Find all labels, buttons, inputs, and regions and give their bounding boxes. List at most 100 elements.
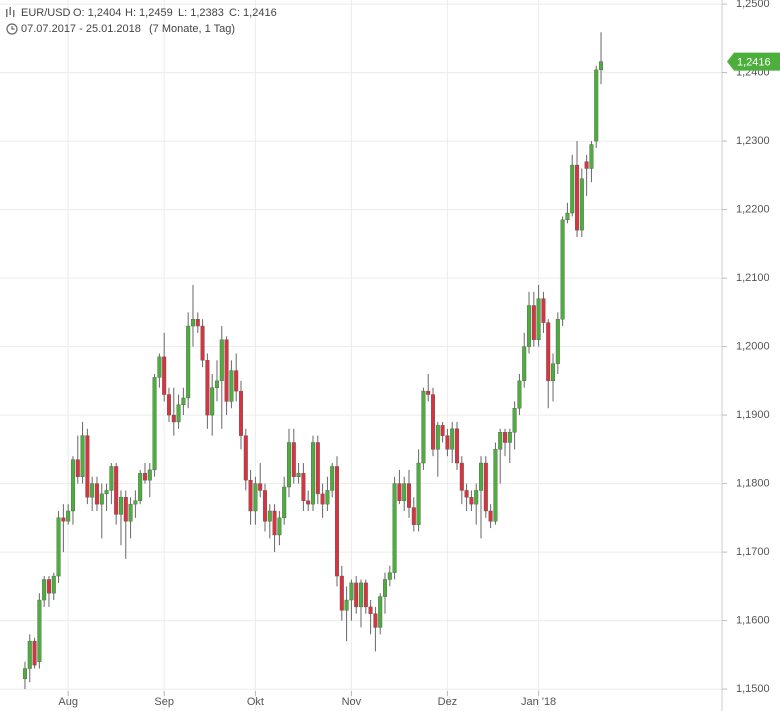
x-tick-label: Okt bbox=[247, 696, 264, 708]
candle-body bbox=[99, 493, 104, 505]
candle-body bbox=[575, 164, 580, 231]
candle-body bbox=[435, 425, 440, 450]
candle-body bbox=[51, 575, 56, 594]
candle-body bbox=[507, 432, 512, 443]
clock-hand bbox=[11, 26, 15, 30]
candle-body bbox=[162, 356, 167, 395]
candle-body bbox=[359, 582, 364, 608]
candle-body bbox=[570, 164, 575, 214]
candle-body bbox=[46, 579, 51, 594]
x-tick-label: Nov bbox=[342, 696, 362, 708]
candle-body bbox=[70, 459, 75, 512]
candle-body bbox=[479, 462, 484, 491]
ohlc-close: C: 1,2416 bbox=[229, 7, 277, 19]
candle-body bbox=[176, 404, 181, 423]
duration: (7 Monate, 1 Tag) bbox=[149, 23, 235, 35]
candle-body bbox=[330, 466, 335, 491]
candle-body bbox=[147, 469, 152, 481]
candle-body bbox=[315, 442, 320, 495]
candle-body bbox=[195, 318, 200, 327]
candle-body bbox=[27, 640, 32, 669]
candle-body bbox=[541, 298, 546, 323]
candle-body bbox=[262, 490, 267, 522]
y-tick-label: 1,1700 bbox=[736, 546, 770, 558]
candle-body bbox=[503, 432, 508, 443]
y-tick-label: 1,2300 bbox=[736, 135, 770, 147]
candle-body bbox=[560, 219, 565, 320]
candle-body bbox=[61, 517, 66, 522]
candle-body bbox=[66, 510, 71, 522]
candle-body bbox=[354, 582, 359, 608]
candle-body bbox=[536, 298, 541, 340]
candle-body bbox=[190, 318, 195, 327]
symbol: EUR/USD bbox=[21, 7, 71, 19]
candle-body bbox=[531, 305, 536, 340]
x-tick-label: Jan '18 bbox=[521, 696, 556, 708]
candle-body bbox=[243, 435, 248, 481]
candle-body bbox=[128, 503, 133, 522]
candle-body bbox=[565, 212, 570, 221]
candle-body bbox=[431, 394, 436, 450]
candle-body bbox=[56, 517, 61, 577]
candle-body bbox=[118, 497, 123, 515]
candle-body bbox=[373, 613, 378, 628]
candle-body bbox=[488, 510, 493, 522]
candle-body bbox=[94, 483, 99, 505]
y-tick-label: 1,1900 bbox=[736, 409, 770, 421]
candle-body bbox=[90, 483, 95, 498]
x-tick-label: Sep bbox=[154, 696, 174, 708]
candle-body bbox=[142, 473, 147, 481]
candle-body bbox=[104, 490, 109, 495]
y-tick-label: 1,1800 bbox=[736, 477, 770, 489]
candle-body bbox=[306, 500, 311, 505]
candle-body bbox=[363, 582, 368, 608]
candle-body bbox=[22, 668, 27, 680]
candle-body bbox=[498, 432, 503, 450]
candle-body bbox=[114, 466, 119, 515]
candle-body bbox=[407, 483, 412, 508]
candle-body bbox=[445, 435, 450, 450]
candle-body bbox=[584, 161, 589, 169]
candle-body bbox=[383, 579, 388, 597]
candle-body bbox=[334, 466, 339, 577]
candle-body bbox=[310, 442, 315, 505]
candle-body bbox=[349, 582, 354, 601]
candle-body bbox=[301, 473, 306, 501]
symbol-icon bbox=[6, 7, 15, 17]
candle-body bbox=[474, 490, 479, 505]
candle-body bbox=[426, 390, 431, 395]
candle-body bbox=[517, 380, 522, 409]
candle-body bbox=[133, 500, 138, 505]
candle-body bbox=[599, 61, 604, 71]
candle-body bbox=[450, 428, 455, 450]
candle-body bbox=[344, 599, 349, 611]
candle-body bbox=[181, 397, 186, 406]
candle-body bbox=[210, 387, 215, 416]
ohlc-open: O: 1,2404 bbox=[73, 7, 121, 19]
candle-body bbox=[411, 507, 416, 525]
candle-body bbox=[296, 473, 301, 477]
period: 07.07.2017 - 25.01.2018 bbox=[21, 23, 141, 35]
candle-body bbox=[440, 425, 445, 436]
candle-body bbox=[392, 483, 397, 573]
candle-body bbox=[138, 473, 143, 501]
candle-body bbox=[368, 606, 373, 614]
candle-body bbox=[527, 305, 532, 347]
candle-body bbox=[286, 442, 291, 488]
candle-body bbox=[224, 339, 229, 402]
candle-body bbox=[229, 370, 234, 402]
candle-body bbox=[459, 462, 464, 491]
candle-body bbox=[258, 483, 263, 491]
last-value-marker bbox=[727, 52, 780, 71]
y-tick-label: 1,2200 bbox=[736, 204, 770, 216]
candle-body bbox=[267, 510, 272, 522]
candle-body bbox=[421, 390, 426, 464]
candle-body bbox=[37, 599, 42, 662]
candle-body bbox=[171, 414, 176, 423]
candle-body bbox=[555, 318, 560, 364]
ohlc-high: H: 1,2459 bbox=[125, 7, 173, 19]
candle-body bbox=[238, 390, 243, 436]
candle-body bbox=[214, 380, 219, 388]
candle-body bbox=[248, 479, 253, 512]
